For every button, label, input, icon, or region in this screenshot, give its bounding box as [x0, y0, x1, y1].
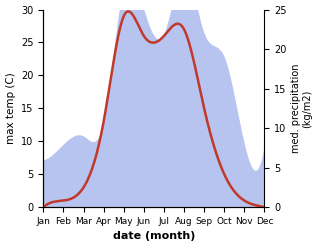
X-axis label: date (month): date (month) [113, 231, 195, 242]
Y-axis label: med. precipitation
(kg/m2): med. precipitation (kg/m2) [291, 64, 313, 153]
Y-axis label: max temp (C): max temp (C) [5, 72, 16, 144]
